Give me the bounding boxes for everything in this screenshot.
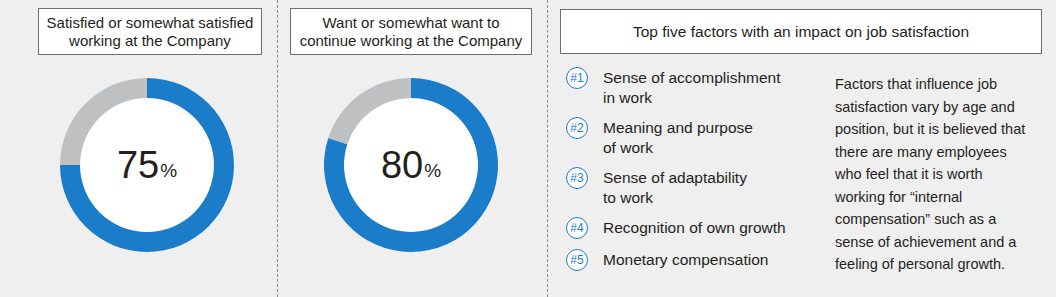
- html-text:Top five factors with an impac: Top five factors with an impact on job s…: [633, 22, 969, 40]
- html-text:#2: #2: [570, 121, 584, 135]
- html-text:Sense of adaptability to work: Sense of adaptability to work: [603, 169, 747, 206]
- html-text:Satisfied or somewhat satisfie: Satisfied or somewhat satisfied working …: [46, 13, 254, 49]
- html-text:#3: #3: [570, 171, 584, 185]
- svg-text:75: 75: [117, 144, 159, 186]
- html-text:#5: #5: [570, 253, 584, 267]
- html-text:Recognition of own growth: Recognition of own growth: [603, 219, 786, 236]
- svg-text:%: %: [160, 160, 177, 181]
- html-text:Want or somewhat want to conti: Want or somewhat want to continue workin…: [299, 13, 523, 49]
- html-text:Meaning and purpose of work: Meaning and purpose of work: [603, 119, 753, 156]
- html-text:#4: #4: [570, 221, 584, 235]
- svg-text:80: 80: [381, 144, 423, 186]
- html-text:Factors that influence job sat: Factors that influence job satisfaction …: [835, 76, 1026, 272]
- html-text:#1: #1: [570, 71, 584, 85]
- html-text:Monetary compensation: Monetary compensation: [603, 251, 769, 268]
- svg-text:%: %: [424, 160, 441, 181]
- html-text:Sense of accomplishment in wor: Sense of accomplishment in work: [603, 69, 781, 106]
